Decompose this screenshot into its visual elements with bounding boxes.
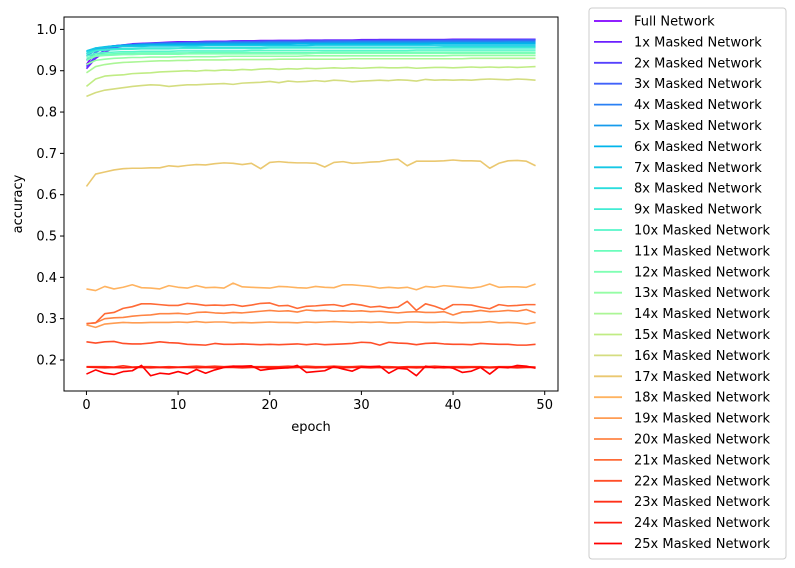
- x-tick-label: 20: [261, 398, 278, 413]
- y-axis-label: accuracy: [11, 174, 26, 233]
- y-ticks: 0.2 0.3 0.4 0.5 0.6 0.7 0.8 0.9 1.0: [36, 23, 64, 369]
- series-line-12x-masked-network: [86, 52, 536, 62]
- legend-item: 19x Masked Network: [594, 412, 771, 427]
- legend-label: Full Network: [634, 15, 715, 30]
- legend-box: [588, 7, 787, 560]
- legend-item: 1x Masked Network: [594, 35, 762, 50]
- legend-label: 3x Masked Network: [634, 77, 762, 92]
- legend-label: 16x Masked Network: [634, 349, 771, 364]
- series-line-17x-masked-network: [85, 158, 536, 187]
- x-tick-label: 0: [82, 398, 90, 413]
- legend-label: 2x Masked Network: [634, 56, 762, 71]
- legend-item: 4x Masked Network: [594, 98, 762, 113]
- series-line-6x-masked-network: [86, 42, 536, 53]
- legend-item: 13x Masked Network: [594, 286, 771, 301]
- x-tick-label: 40: [445, 398, 462, 413]
- legend-label: 15x Masked Network: [634, 328, 771, 343]
- legend-label: 12x Masked Network: [634, 265, 771, 280]
- legend-item: 2x Masked Network: [594, 56, 762, 71]
- series-line-11x-masked-network: [86, 51, 536, 60]
- legend-item: 18x Masked Network: [594, 391, 771, 406]
- legend-item: 15x Masked Network: [594, 328, 771, 343]
- legend-label: 14x Masked Network: [634, 307, 771, 322]
- y-tick-label: 0.8: [36, 106, 57, 121]
- series-line-15x-masked-network: [85, 65, 536, 88]
- legend-label: 19x Masked Network: [634, 412, 771, 427]
- legend-item: 5x Masked Network: [594, 119, 762, 134]
- legend-item: 21x Masked Network: [594, 453, 771, 468]
- legend-label: 20x Masked Network: [634, 433, 771, 448]
- plot-lines: [85, 38, 536, 377]
- legend-label: 10x Masked Network: [634, 224, 771, 239]
- legend-item: 6x Masked Network: [594, 140, 762, 155]
- series-line-14x-masked-network: [86, 57, 536, 74]
- series-line-21x-masked-network: [86, 300, 536, 325]
- x-axis-label: epoch: [291, 420, 331, 435]
- series-line-19x-masked-network: [86, 320, 536, 329]
- legend-item: 12x Masked Network: [594, 265, 771, 280]
- y-tick-label: 0.3: [36, 312, 57, 327]
- axes-frame: [63, 16, 559, 392]
- legend-item: 14x Masked Network: [594, 307, 771, 322]
- legend-item: 23x Masked Network: [594, 495, 771, 510]
- legend-label: 21x Masked Network: [634, 453, 771, 468]
- x-ticks: 0 10 20 30 40 50: [82, 391, 553, 413]
- legend-label: 24x Masked Network: [634, 516, 771, 531]
- x-tick-label: 50: [536, 398, 553, 413]
- series-line-16x-masked-network: [86, 78, 536, 98]
- legend-label: 5x Masked Network: [634, 119, 762, 134]
- legend-label: 6x Masked Network: [634, 140, 762, 155]
- legend-label: 25x Masked Network: [634, 537, 771, 552]
- y-tick-label: 0.2: [36, 354, 57, 369]
- series-line-24x-masked-network: [86, 366, 536, 369]
- x-tick-label: 30: [353, 398, 370, 413]
- legend-item: 17x Masked Network: [594, 370, 771, 385]
- legend-label: 18x Masked Network: [634, 391, 771, 406]
- series-line-9x-masked-network: [86, 47, 536, 55]
- legend-item: 24x Masked Network: [594, 516, 771, 531]
- legend-label: 1x Masked Network: [634, 35, 762, 50]
- series-line-10x-masked-network: [86, 49, 536, 58]
- legend-label: 23x Masked Network: [634, 495, 771, 510]
- legend-label: 22x Masked Network: [634, 474, 771, 489]
- y-tick-label: 0.4: [36, 271, 57, 286]
- legend-label: 9x Masked Network: [634, 203, 762, 218]
- legend-item: 7x Masked Network: [594, 161, 762, 176]
- legend-item: 3x Masked Network: [594, 77, 762, 92]
- legend-item: 25x Masked Network: [594, 537, 771, 552]
- legend-item: 22x Masked Network: [594, 474, 771, 489]
- series-line-7x-masked-network: [86, 44, 536, 52]
- legend-item: 16x Masked Network: [594, 349, 771, 364]
- legend-item: 20x Masked Network: [594, 433, 771, 448]
- legend-item: Full Network: [594, 15, 715, 30]
- series-line-8x-masked-network: [86, 45, 536, 53]
- series-line-25x-masked-network: [86, 364, 536, 377]
- legend: Full Network 1x Masked Network 2x Masked N…: [588, 7, 787, 560]
- y-tick-label: 1.0: [36, 23, 57, 38]
- legend-label: 11x Masked Network: [634, 244, 771, 259]
- legend-item: 8x Masked Network: [594, 182, 762, 197]
- series-line-22x-masked-network: [86, 340, 536, 346]
- y-tick-label: 0.7: [36, 147, 57, 162]
- series-line-13x-masked-network: [86, 54, 536, 66]
- legend-item: 10x Masked Network: [594, 224, 771, 239]
- y-tick-label: 0.5: [36, 230, 57, 245]
- legend-label: 4x Masked Network: [634, 98, 762, 113]
- series-line-18x-masked-network: [86, 282, 536, 292]
- y-tick-label: 0.9: [36, 64, 57, 79]
- legend-label: 7x Masked Network: [634, 161, 762, 176]
- series-line-20x-masked-network: [86, 308, 536, 325]
- legend-item: 9x Masked Network: [594, 203, 762, 218]
- legend-entries: Full Network 1x Masked Network 2x Masked N…: [594, 15, 771, 552]
- legend-label: 8x Masked Network: [634, 182, 762, 197]
- legend-label: 17x Masked Network: [634, 370, 771, 385]
- legend-label: 13x Masked Network: [634, 286, 771, 301]
- x-tick-label: 10: [170, 398, 187, 413]
- legend-item: 11x Masked Network: [594, 244, 771, 259]
- y-tick-label: 0.6: [36, 188, 57, 203]
